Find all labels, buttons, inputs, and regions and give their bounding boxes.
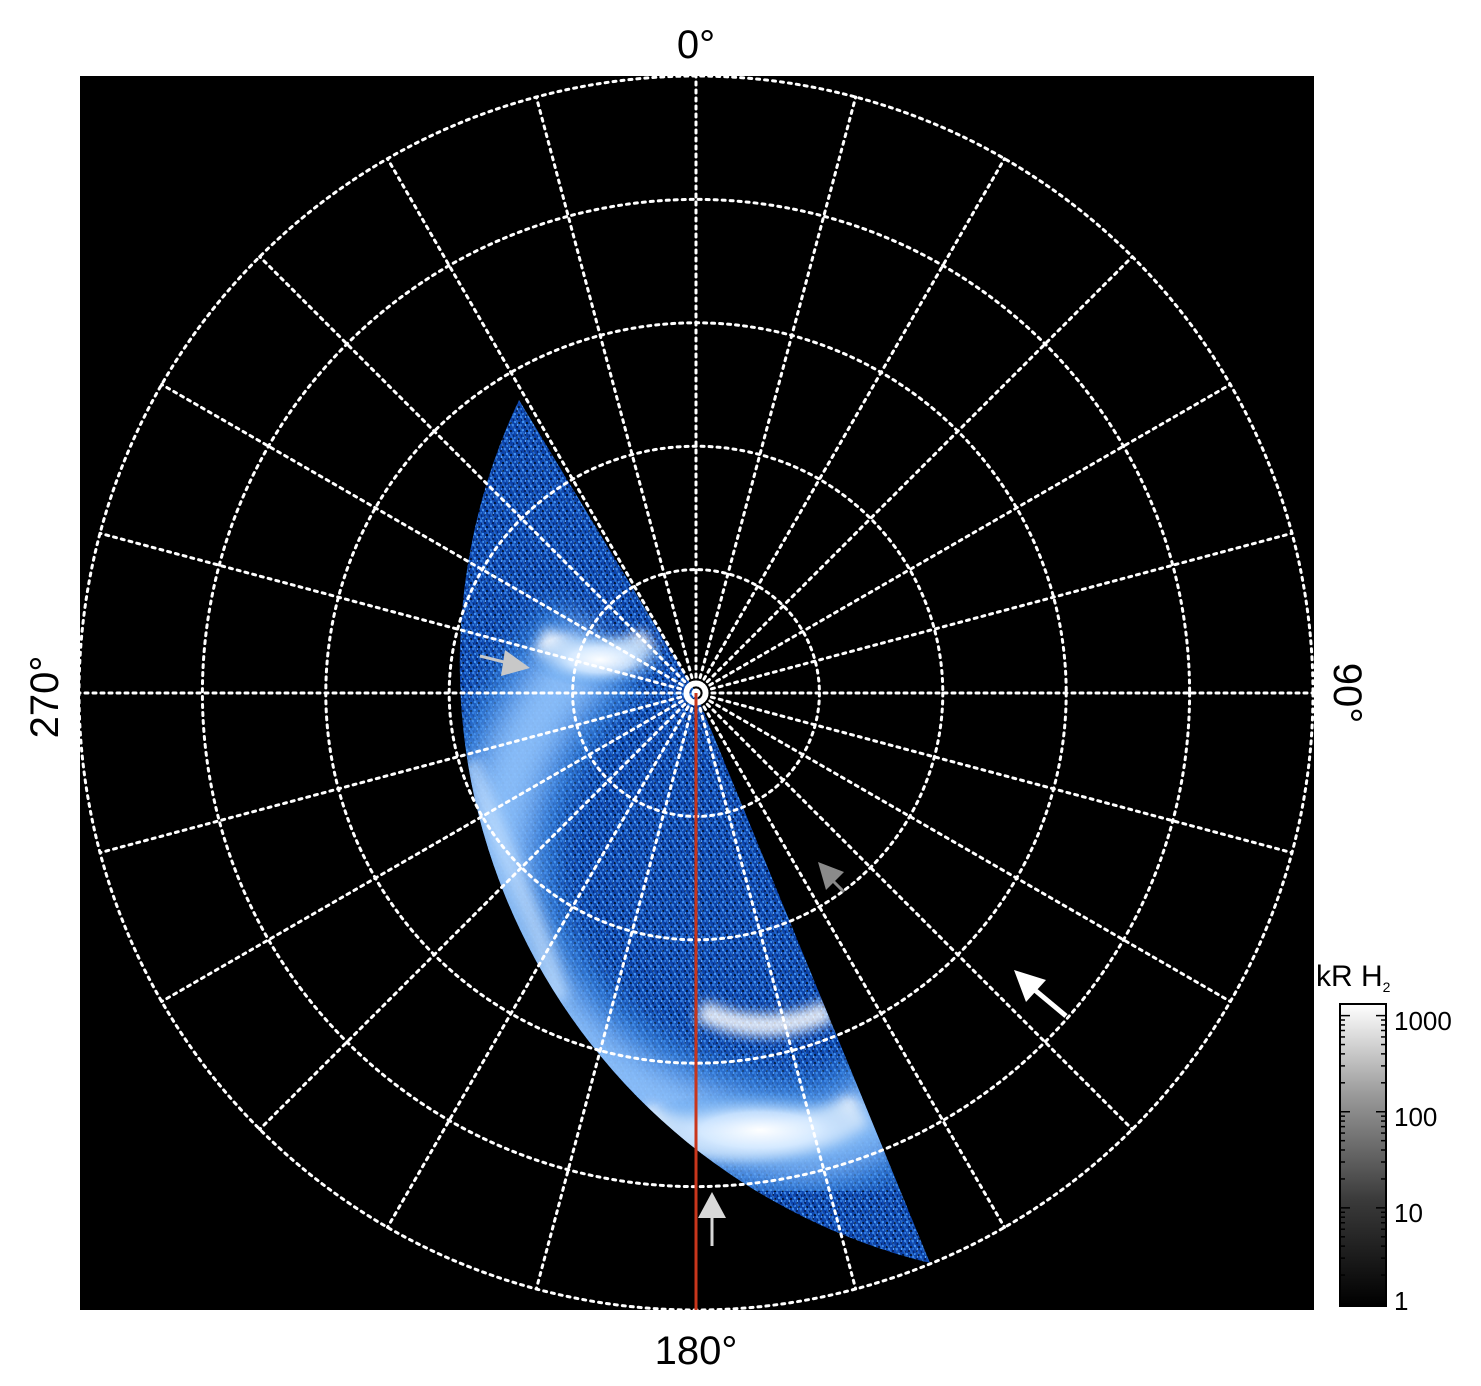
grid-spoke — [694, 255, 1134, 695]
colorbar-ticks — [1340, 1014, 1386, 1305]
grid-spoke — [258, 255, 698, 695]
grid-spoke — [694, 691, 858, 1291]
grid-spoke — [98, 531, 698, 695]
grid-spoke — [694, 383, 1232, 695]
white-arrow-right — [1014, 970, 1068, 1018]
label-90-degrees: 90° — [1325, 663, 1369, 724]
grid-spoke — [694, 691, 1134, 1131]
grid-spoke — [694, 691, 1294, 855]
label-180-degrees: 180° — [655, 1329, 738, 1373]
colorbar: kR H2 1000 100 10 1 — [1316, 960, 1452, 1316]
grid-spoke — [386, 157, 698, 695]
grid-spoke — [160, 691, 698, 1003]
colorbar-tick-label: 100 — [1394, 1102, 1437, 1132]
grid-spoke — [258, 691, 698, 1131]
grid-spoke — [694, 95, 858, 695]
label-270-degrees: 270° — [23, 656, 67, 739]
grid-spoke — [160, 383, 698, 695]
label-0-degrees: 0° — [677, 23, 715, 67]
grid-spoke — [694, 691, 1006, 1229]
grid-spoke — [694, 157, 1006, 695]
grid-spoke — [534, 95, 698, 695]
grid-spoke — [534, 691, 698, 1291]
colorbar-tick-label: 1 — [1394, 1286, 1408, 1316]
grid-spoke — [694, 691, 1232, 1003]
polar-grid — [80, 76, 1314, 1310]
grid-spoke — [694, 531, 1294, 695]
colorbar-tick-label: 10 — [1394, 1198, 1423, 1228]
colorbar-tick-label: 1000 — [1394, 1006, 1452, 1036]
light-gray-arrow-bottom — [698, 1192, 726, 1246]
colorbar-title: kR H2 — [1316, 960, 1391, 995]
colorbar-gradient — [1339, 1003, 1387, 1307]
grid-spoke — [98, 691, 698, 855]
light-gray-arrow-left — [479, 650, 530, 676]
gray-arrow-right — [818, 862, 846, 894]
grid-spoke — [386, 691, 698, 1229]
